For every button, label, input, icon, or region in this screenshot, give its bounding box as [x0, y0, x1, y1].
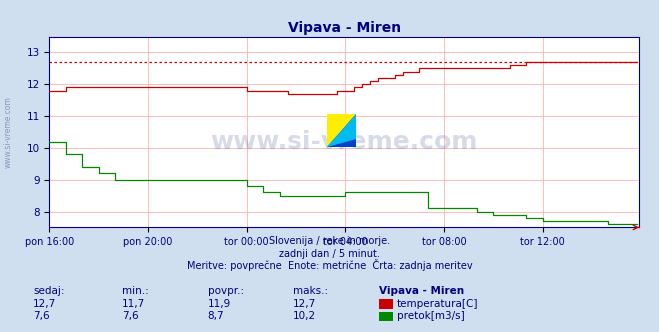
Text: 11,9: 11,9 [208, 299, 231, 309]
Text: Slovenija / reke in morje.: Slovenija / reke in morje. [269, 236, 390, 246]
Text: 11,7: 11,7 [122, 299, 145, 309]
Text: povpr.:: povpr.: [208, 286, 244, 296]
Text: 7,6: 7,6 [33, 311, 49, 321]
Text: pretok[m3/s]: pretok[m3/s] [397, 311, 465, 321]
Text: min.:: min.: [122, 286, 149, 296]
Text: temperatura[C]: temperatura[C] [397, 299, 478, 309]
Text: zadnji dan / 5 minut.: zadnji dan / 5 minut. [279, 249, 380, 259]
Text: sedaj:: sedaj: [33, 286, 65, 296]
Text: 12,7: 12,7 [33, 299, 56, 309]
Polygon shape [327, 114, 357, 147]
Polygon shape [327, 114, 357, 147]
Text: Meritve: povprečne  Enote: metrične  Črta: zadnja meritev: Meritve: povprečne Enote: metrične Črta:… [186, 259, 473, 271]
Text: 12,7: 12,7 [293, 299, 316, 309]
Text: 8,7: 8,7 [208, 311, 224, 321]
Polygon shape [327, 114, 357, 147]
Text: 10,2: 10,2 [293, 311, 316, 321]
Text: maks.:: maks.: [293, 286, 328, 296]
Text: Vipava - Miren: Vipava - Miren [379, 286, 464, 296]
Text: www.si-vreme.com: www.si-vreme.com [211, 129, 478, 153]
Text: 7,6: 7,6 [122, 311, 138, 321]
Title: Vipava - Miren: Vipava - Miren [288, 21, 401, 35]
Text: www.si-vreme.com: www.si-vreme.com [3, 96, 13, 168]
